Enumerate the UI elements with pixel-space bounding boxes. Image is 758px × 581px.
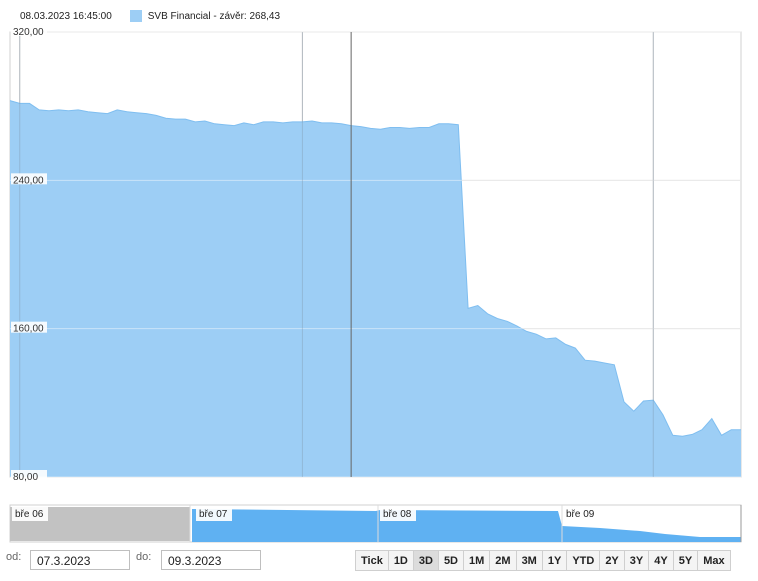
legend-datetime: 08.03.2023 16:45:00 [20, 10, 112, 22]
y-tick-label-bg [11, 173, 47, 185]
navigator-date-label: bře 09 [566, 509, 595, 520]
main-chart[interactable]: 320,00 240,00 160,00 80,00 bře 06 bře 07 bře 0… [0, 0, 758, 548]
range-button-3m[interactable]: 3M [515, 550, 543, 571]
price-area [10, 100, 741, 477]
range-button-1m[interactable]: 1M [463, 550, 491, 571]
from-date-input[interactable]: 07.3.2023 [30, 550, 130, 570]
y-tick-label-bg [11, 321, 47, 333]
legend-series-label: SVB Financial - závěr: 268,43 [147, 10, 281, 22]
range-button-4y[interactable]: 4Y [648, 550, 674, 571]
navigator-date-label: bře 08 [383, 509, 412, 520]
navigator-label-bg [380, 507, 416, 521]
range-button-group: Tick 1D 3D 5D 1M 2M 3M 1Y YTD 2Y 3Y 4Y 5Y Max [355, 550, 731, 571]
range-button-ytd[interactable]: YTD [566, 550, 601, 571]
navigator-date-label: bře 06 [15, 509, 44, 520]
range-button-3d[interactable]: 3D [412, 550, 439, 571]
range-button-2y[interactable]: 2Y [599, 550, 625, 571]
y-tick-label: 80,00 [13, 472, 38, 483]
from-label: od: [6, 551, 22, 563]
y-tick-label-bg [11, 470, 47, 481]
range-button-2m[interactable]: 2M [489, 550, 517, 571]
legend: 08.03.2023 16:45:00 SVB Financial - závě… [20, 9, 280, 23]
y-tick-label-bg [11, 25, 47, 36]
range-button-5d[interactable]: 5D [437, 550, 464, 571]
y-tick-label: 160,00 [13, 324, 44, 335]
range-button-1d[interactable]: 1D [387, 550, 414, 571]
range-button-tick[interactable]: Tick [355, 550, 389, 571]
range-button-3y[interactable]: 3Y [623, 550, 650, 571]
navigator-date-label: bře 07 [199, 509, 228, 520]
range-button-max[interactable]: Max [697, 550, 731, 571]
to-label: do: [136, 551, 152, 563]
y-tick-label: 320,00 [13, 27, 44, 38]
range-button-1y[interactable]: 1Y [541, 550, 568, 571]
navigator-label-bg [12, 507, 48, 521]
legend-swatch [129, 10, 142, 22]
navigator-label-bg [196, 507, 232, 521]
range-button-5y[interactable]: 5Y [672, 550, 699, 571]
to-date-input[interactable]: 09.3.2023 [161, 550, 261, 570]
navigator-label-bg [563, 507, 599, 521]
price-line [9, 100, 741, 437]
navigator-area [192, 509, 741, 542]
y-tick-label: 240,00 [13, 175, 44, 186]
